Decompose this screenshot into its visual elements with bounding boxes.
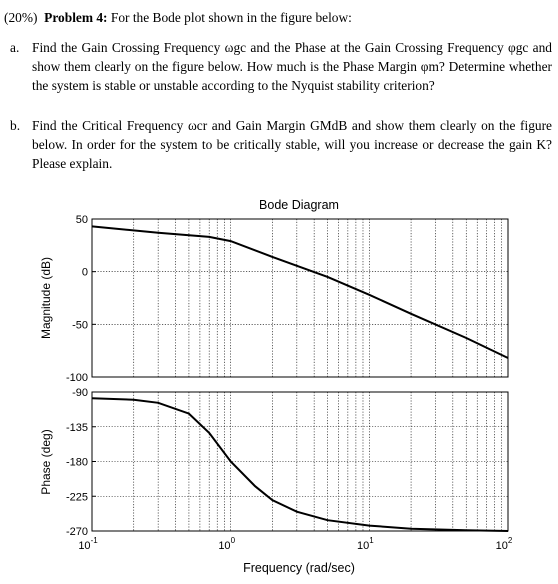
magnitude-axis-label: Magnitude (dB)	[39, 257, 53, 339]
problem-weight: (20%)	[4, 10, 38, 25]
phase-xtick-label: 101	[357, 536, 374, 552]
chart-title: Bode Diagram	[259, 198, 339, 212]
magnitude-ytick-label: 0	[82, 267, 88, 279]
phase-xtick-label: 10-1	[78, 536, 98, 552]
phase-xtick-label: 100	[218, 536, 235, 552]
magnitude-ytick-label: -50	[72, 319, 88, 331]
question-b-marker: b.	[10, 118, 21, 133]
magnitude-ytick-label: 50	[76, 214, 88, 226]
phase-ytick-label: -225	[66, 491, 88, 503]
phase-ytick-label: -270	[66, 526, 88, 538]
problem-header: (20%) Problem 4: For the Bode plot shown…	[4, 8, 352, 27]
question-a-text: Find the Gain Crossing Frequency ωgc and…	[32, 40, 552, 93]
magnitude-frame	[91, 218, 509, 378]
phase-curve	[91, 397, 509, 532]
phase-xtick-label: 102	[496, 536, 513, 552]
phase-axis-label: Phase (deg)	[39, 429, 53, 494]
phase-ytick-label: -180	[66, 457, 88, 469]
phase-frame	[91, 391, 509, 532]
question-a: a. Find the Gain Crossing Frequency ωgc …	[10, 38, 552, 95]
phase-ytick-label: -135	[66, 422, 88, 434]
problem-title: Problem 4:	[44, 10, 108, 25]
frequency-axis-label: Frequency (rad/sec)	[243, 561, 355, 575]
magnitude-curve	[91, 225, 509, 359]
problem-intro: For the Bode plot shown in the figure be…	[110, 10, 352, 25]
magnitude-plot: 50 0 -50 -100	[66, 214, 509, 384]
question-b-text: Find the Critical Frequency ωcr and Gain…	[32, 118, 552, 171]
question-b: b. Find the Critical Frequency ωcr and G…	[10, 116, 552, 173]
magnitude-ytick-label: -100	[66, 372, 88, 384]
phase-ytick-label: -90	[72, 387, 88, 399]
question-a-marker: a.	[10, 40, 20, 55]
